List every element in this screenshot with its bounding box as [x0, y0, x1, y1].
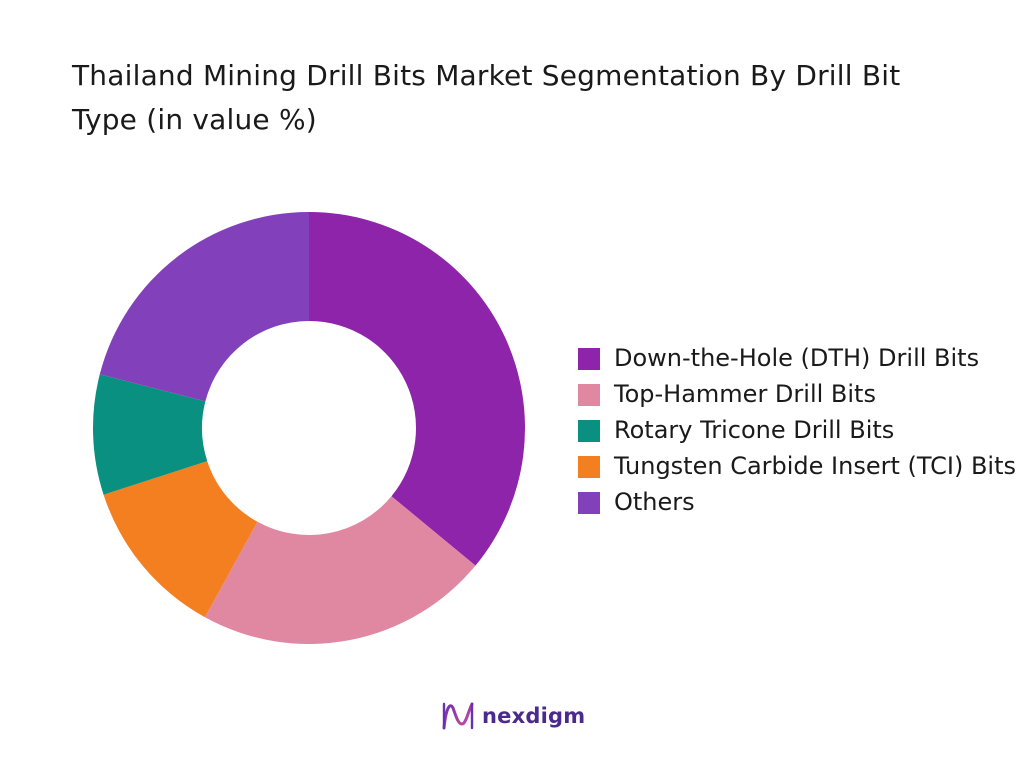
slice-top-hammer [204, 496, 476, 644]
legend-swatch-top-hammer [578, 384, 600, 406]
chart-title: Thailand Mining Drill Bits Market Segmen… [72, 59, 901, 136]
brand-footer: nexdigm [440, 698, 585, 734]
slice-dth [309, 212, 525, 566]
legend-item-tci: Tungsten Carbide Insert (TCI) Bits [578, 446, 1018, 486]
legend-item-rotary-tricone: Rotary Tricone Drill Bits [578, 410, 1018, 450]
legend-swatch-dth [578, 348, 600, 370]
legend-label-others: Others [614, 488, 695, 516]
legend-swatch-rotary-tricone [578, 420, 600, 442]
legend-label-rotary-tricone: Rotary Tricone Drill Bits [614, 416, 895, 444]
legend-item-dth: Down-the-Hole (DTH) Drill Bits [578, 338, 1018, 378]
chart-legend: Down-the-Hole (DTH) Drill Bits Top-Hamme… [578, 338, 1018, 518]
legend-item-top-hammer: Top-Hammer Drill Bits [578, 374, 1018, 414]
legend-swatch-others [578, 492, 600, 514]
legend-swatch-tci [578, 456, 600, 478]
slice-others [99, 212, 309, 402]
nexdigm-logo-icon [442, 702, 474, 730]
slice-rotary-tricone [93, 374, 208, 495]
legend-label-top-hammer: Top-Hammer Drill Bits [614, 380, 876, 408]
legend-item-others: Others [578, 482, 1018, 522]
legend-label-tci: Tungsten Carbide Insert (TCI) Bits [614, 452, 1017, 480]
brand-name: nexdigm [482, 704, 586, 728]
donut-slices [93, 212, 525, 644]
legend-label-dth: Down-the-Hole (DTH) Drill Bits [614, 344, 980, 372]
slice-tci [103, 461, 258, 618]
